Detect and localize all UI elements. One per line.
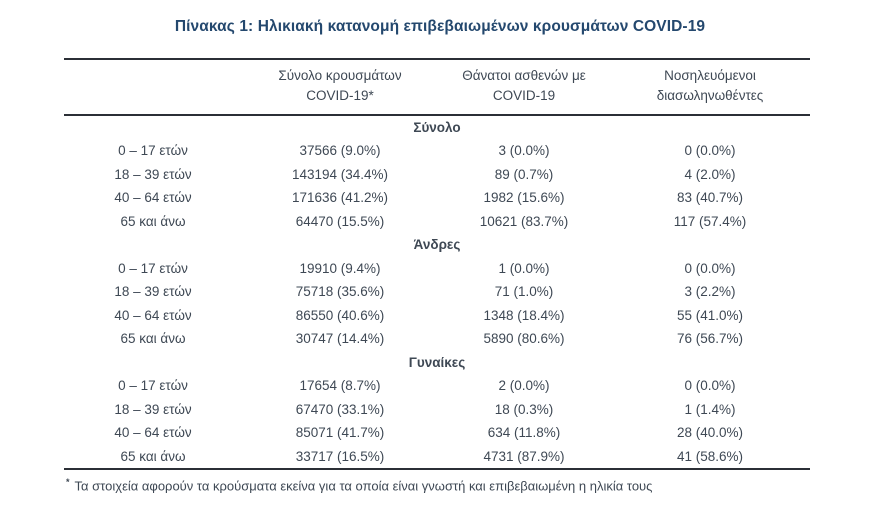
deaths-value: 3 (0.0%) [498, 143, 550, 159]
cases-value: 37566 (9.0%) [299, 143, 381, 159]
deaths-value: 71 (1.0%) [494, 284, 554, 300]
header-deaths-line1: Θάνατοι ασθενών με [462, 68, 586, 83]
age-label: 0 – 17 ετών [118, 260, 188, 276]
table-row: 65 και άνω 33717 (16.5%) 4731 (87.9%) 41… [64, 445, 810, 470]
table-row: 18 – 39 ετών 67470 (33.1%) 18 (0.3%) 1 (… [64, 398, 810, 422]
cases-value: 85071 (41.7%) [295, 425, 385, 441]
table-body: Σύνολο 0 – 17 ετών 37566 (9.0%) 3 (0.0%)… [64, 115, 810, 470]
cases-value: 30747 (14.4%) [295, 331, 385, 347]
cases-value: 33717 (16.5%) [295, 448, 385, 464]
section-row-women: Γυναίκες [64, 351, 810, 375]
cases-value: 19910 (9.4%) [299, 260, 381, 276]
section-label-men: Άνδρες [413, 237, 461, 253]
header-deaths: Θάνατοι ασθενών με COVID-19 [438, 59, 610, 115]
table-title: Πίνακας 1: Ηλικιακή κατανομή επιβεβαιωμέ… [174, 18, 706, 35]
header-intubated-line2: διασωληνωθέντες [656, 88, 764, 104]
cases-value: 64470 (15.5%) [295, 213, 385, 229]
table-row: 40 – 64 ετών 171636 (41.2%) 1982 (15.6%)… [64, 186, 810, 210]
header-age-column-spacer [64, 59, 242, 115]
table-row: 0 – 17 ετών 17654 (8.7%) 2 (0.0%) 0 (0.0… [64, 374, 810, 398]
deaths-value: 1348 (18.4%) [483, 307, 565, 323]
age-label: 18 – 39 ετών [114, 166, 192, 182]
deaths-value: 634 (11.8%) [487, 425, 561, 441]
header-row: Σύνολο κρουσμάτων COVID-19* Θάνατοι ασθε… [64, 59, 810, 115]
deaths-value: 4731 (87.9%) [483, 448, 565, 464]
deaths-value: 1 (0.0%) [498, 260, 550, 276]
intubated-value: 3 (2.2%) [684, 284, 736, 300]
deaths-value: 2 (0.0%) [498, 378, 550, 394]
table-row: 18 – 39 ετών 75718 (35.6%) 71 (1.0%) 3 (… [64, 280, 810, 304]
age-label: 40 – 64 ετών [114, 425, 192, 441]
section-row-men: Άνδρες [64, 233, 810, 257]
table-row: 18 – 39 ετών 143194 (34.4%) 89 (0.7%) 4 … [64, 163, 810, 187]
intubated-value: 4 (2.0%) [684, 166, 736, 182]
table-header: Σύνολο κρουσμάτων COVID-19* Θάνατοι ασθε… [64, 59, 810, 115]
age-label: 18 – 39 ετών [114, 401, 192, 417]
header-total-cases: Σύνολο κρουσμάτων COVID-19* [242, 59, 438, 115]
intubated-value: 28 (40.0%) [676, 425, 744, 441]
intubated-value: 41 (58.6%) [676, 448, 744, 464]
cases-value: 75718 (35.6%) [295, 284, 385, 300]
header-deaths-line2: COVID-19 [492, 88, 556, 104]
footnote: * Τα στοιχεία αφορούν τα κρούσματα εκείνα… [66, 477, 880, 493]
cases-value: 171636 (41.2%) [291, 190, 389, 206]
intubated-value: 76 (56.7%) [676, 331, 744, 347]
table-row: 0 – 17 ετών 19910 (9.4%) 1 (0.0%) 0 (0.0… [64, 257, 810, 281]
intubated-value: 0 (0.0%) [684, 260, 736, 276]
age-label: 65 και άνω [120, 448, 186, 464]
deaths-value: 10621 (83.7%) [479, 213, 569, 229]
table-row: 40 – 64 ετών 86550 (40.6%) 1348 (18.4%) … [64, 304, 810, 328]
header-intubated: Νοσηλευόμενοι διασωληνωθέντες [610, 59, 810, 115]
header-total-cases-line1: Σύνολο κρουσμάτων [278, 68, 402, 83]
covid-age-distribution-table: Σύνολο κρουσμάτων COVID-19* Θάνατοι ασθε… [64, 58, 810, 471]
age-label: 18 – 39 ετών [114, 284, 192, 300]
deaths-value: 1982 (15.6%) [483, 190, 565, 206]
intubated-value: 83 (40.7%) [676, 190, 744, 206]
intubated-value: 1 (1.4%) [684, 401, 736, 417]
table-row: 65 και άνω 64470 (15.5%) 10621 (83.7%) 1… [64, 210, 810, 234]
age-label: 65 και άνω [120, 213, 186, 229]
intubated-value: 0 (0.0%) [684, 378, 736, 394]
age-label: 65 και άνω [120, 331, 186, 347]
intubated-value: 117 (57.4%) [673, 213, 747, 229]
intubated-value: 0 (0.0%) [684, 143, 736, 159]
header-total-cases-line2: COVID-19* [306, 88, 374, 104]
cases-value: 86550 (40.6%) [295, 307, 385, 323]
table-row: 40 – 64 ετών 85071 (41.7%) 634 (11.8%) 2… [64, 421, 810, 445]
footnote-asterisk: * [66, 477, 70, 488]
footnote-text: Τα στοιχεία αφορούν τα κρούσματα εκείνα … [74, 478, 653, 494]
age-label: 0 – 17 ετών [118, 143, 188, 159]
age-label: 40 – 64 ετών [114, 190, 192, 206]
table-row: 0 – 17 ετών 37566 (9.0%) 3 (0.0%) 0 (0.0… [64, 139, 810, 163]
cases-value: 143194 (34.4%) [291, 166, 389, 182]
section-label-total: Σύνολο [413, 119, 461, 135]
age-label: 40 – 64 ετών [114, 307, 192, 323]
section-row-total: Σύνολο [64, 115, 810, 140]
cases-value: 67470 (33.1%) [295, 401, 385, 417]
table-row: 65 και άνω 30747 (14.4%) 5890 (80.6%) 76… [64, 327, 810, 351]
header-intubated-line1: Νοσηλευόμενοι [664, 68, 756, 83]
intubated-value: 55 (41.0%) [676, 307, 744, 323]
age-label: 0 – 17 ετών [118, 378, 188, 394]
cases-value: 17654 (8.7%) [299, 378, 381, 394]
deaths-value: 89 (0.7%) [494, 166, 554, 182]
deaths-value: 18 (0.3%) [494, 401, 554, 417]
section-label-women: Γυναίκες [408, 354, 466, 370]
deaths-value: 5890 (80.6%) [483, 331, 565, 347]
